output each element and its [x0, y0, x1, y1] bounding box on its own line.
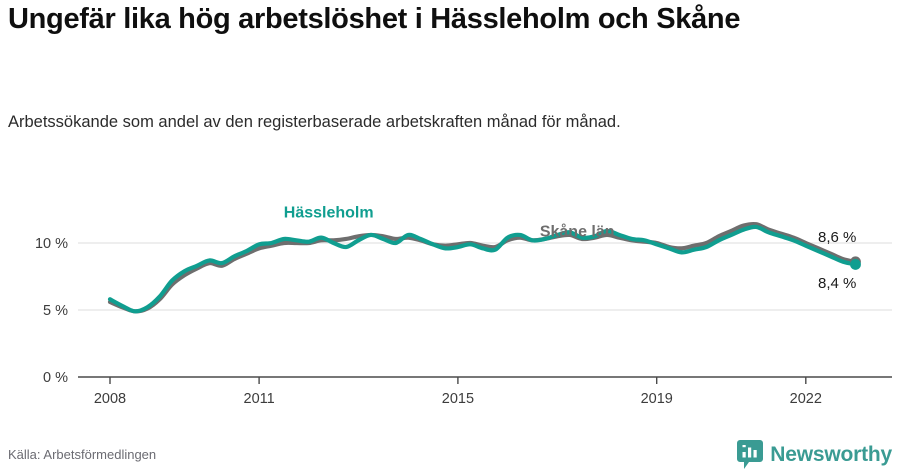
- line-chart: Hässleholm Skåne län 8,6 % 8,4 % 0 % 5 % 10 %…: [35, 205, 892, 405]
- y-tick-label-0: 0 %: [43, 370, 68, 386]
- annotations-group: Hässleholm Skåne län 8,6 % 8,4 %: [284, 205, 857, 292]
- y-tick-label-5: 5 %: [43, 303, 68, 319]
- x-tick-label-2019: 2019: [641, 391, 673, 405]
- series-label-skåne-län: Skåne län: [540, 222, 615, 240]
- x-tick-label-2008: 2008: [94, 391, 126, 405]
- endpoint-markers-group: [850, 256, 861, 270]
- gridlines-group: [78, 242, 892, 378]
- series-group: [107, 221, 858, 314]
- series-line-hässleholm: [107, 224, 858, 314]
- newsworthy-bar-chart-icon: [737, 440, 764, 469]
- newsworthy-wordmark: Newsworthy: [770, 443, 892, 466]
- page-title: Ungefär lika hög arbetslöshet i Hässleho…: [8, 3, 741, 35]
- x-tick-label-2022: 2022: [790, 391, 822, 405]
- x-tick-label-2015: 2015: [442, 391, 474, 405]
- x-tick-label-2011: 2011: [244, 391, 275, 405]
- value-label-skåne-län: 8,6 %: [818, 229, 856, 246]
- chart-container: Hässleholm Skåne län 8,6 % 8,4 % 0 % 5 % 10 %…: [0, 190, 900, 405]
- x-axis-group: 2008 2011 2015 2019 2022: [94, 377, 822, 405]
- newsworthy-logo[interactable]: Newsworthy: [737, 440, 892, 470]
- endpoint-marker-hässleholm: [850, 259, 861, 270]
- series-line-skåne-län: [107, 221, 858, 314]
- source-note: Källa: Arbetsförmedlingen: [8, 447, 157, 462]
- y-tick-label-10: 10 %: [35, 236, 68, 252]
- page-subtitle: Arbetssökande som andel av den registerb…: [8, 113, 621, 131]
- value-label-hässleholm: 8,4 %: [818, 275, 856, 292]
- series-label-hässleholm: Hässleholm: [284, 205, 374, 222]
- y-axis-labels-group: 0 % 5 % 10 %: [35, 236, 68, 386]
